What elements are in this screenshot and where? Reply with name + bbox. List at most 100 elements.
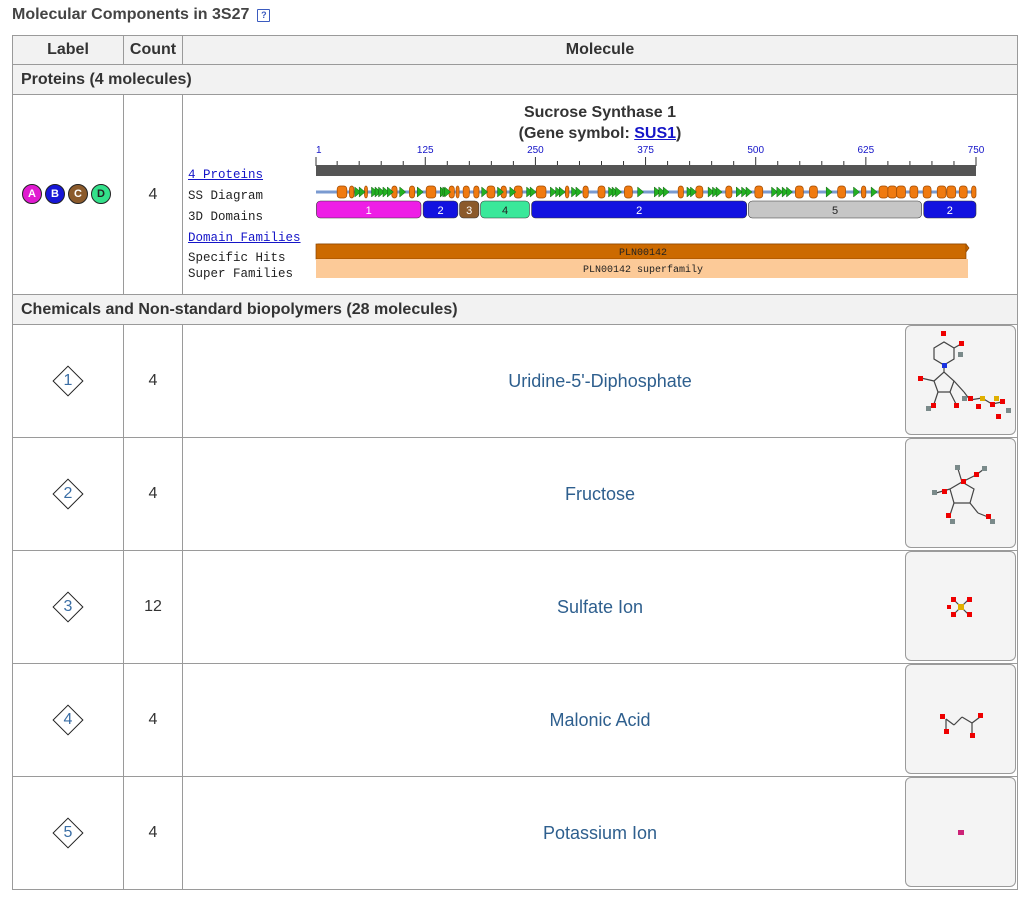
domain-label: 2	[947, 205, 953, 217]
ss-strand	[509, 186, 517, 198]
chemical-row[interactable]: 2 4 Fructose	[12, 437, 1018, 551]
ss-strand	[771, 186, 778, 198]
ss-strand	[715, 186, 723, 198]
ss-strand	[558, 186, 566, 198]
domain-label: 5	[832, 205, 838, 217]
ss-strand	[825, 186, 833, 198]
chain-badge-c[interactable]: C	[68, 184, 88, 204]
ss-strand	[637, 186, 645, 198]
domain-families-link[interactable]: Domain Families	[188, 231, 301, 245]
chemical-name-link[interactable]: Uridine-5'-Diphosphate	[508, 370, 692, 391]
ss-helix	[922, 185, 932, 199]
ss-helix	[409, 185, 416, 199]
ss-strand	[658, 186, 666, 198]
ss-strand	[358, 186, 366, 198]
chemical-structure-thumbnail[interactable]	[905, 664, 1016, 774]
protein-title: Sucrose Synthase 1 (Gene symbol: SUS1)	[183, 102, 1017, 144]
ss-strand	[529, 186, 537, 198]
chemical-row[interactable]: 1 4 Uridine-5'-Diphosphate	[12, 324, 1018, 438]
ss-helix	[725, 185, 733, 199]
ruler-tick-label: 625	[858, 145, 875, 156]
domain-label: 2	[437, 205, 443, 217]
chemical-structure-thumbnail[interactable]	[905, 438, 1016, 548]
protein-name: Sucrose Synthase 1	[523, 104, 677, 121]
chemical-count: 12	[123, 550, 183, 664]
ss-helix	[909, 185, 919, 199]
ss-strand	[690, 186, 697, 198]
chemical-structure-thumbnail[interactable]	[905, 325, 1016, 435]
domain-1-bar	[316, 200, 422, 219]
chemical-label-diamond: 1	[51, 364, 85, 398]
ruler-tick-label: 375	[637, 145, 654, 156]
chemical-name-link[interactable]: Potassium Ion	[542, 822, 658, 843]
ss-strand	[417, 186, 424, 198]
ss-helix	[878, 185, 889, 199]
chain-badge-d[interactable]: D	[91, 184, 111, 204]
ss-helix	[349, 185, 355, 199]
ss-strand	[550, 186, 557, 198]
chain-badge-a[interactable]: A	[22, 184, 42, 204]
chemical-label-diamond: 5	[51, 816, 85, 850]
protein-molecule-cell: Sucrose Synthase 1 (Gene symbol: SUS1) 4…	[182, 94, 1018, 295]
page-title: Molecular Components in 3S27?	[12, 6, 271, 24]
ss-strand	[555, 186, 563, 198]
ss-strand	[712, 186, 719, 198]
domain-7-bar	[923, 200, 977, 219]
protein-feature-viewer[interactable]: 1 125 250 375 500 625 750 1 2 3 4 2 5 2 PLN00142 PLN001…	[313, 145, 988, 285]
ss-strand	[382, 186, 390, 198]
count-column-header: Count	[123, 35, 183, 65]
chemical-count: 4	[123, 663, 183, 777]
ss-strand	[707, 186, 715, 198]
ss-helix	[887, 185, 898, 199]
protein-count: 4	[123, 94, 183, 295]
domain-6-bar	[748, 200, 922, 219]
help-icon[interactable]: ?	[257, 9, 271, 22]
ss-helix	[861, 185, 867, 199]
ss-strand	[371, 186, 378, 198]
ruler-tick-label: 500	[747, 145, 764, 156]
super-family-label: PLN00142 superfamily	[583, 264, 703, 276]
chemical-count: 4	[123, 776, 183, 890]
ss-strand	[444, 186, 452, 198]
chemical-name-link[interactable]: Sulfate Ion	[556, 596, 644, 617]
chemical-label-diamond: 4	[51, 703, 85, 737]
chemical-structure-thumbnail[interactable]	[905, 777, 1016, 887]
ss-helix	[336, 185, 348, 199]
chain-badge-b[interactable]: B	[45, 184, 65, 204]
ss-helix	[535, 185, 547, 199]
chemical-name-link[interactable]: Fructose	[564, 483, 636, 504]
ss-helix	[582, 185, 589, 199]
domain-2-bar	[422, 200, 459, 219]
domain-4-bar	[480, 200, 530, 219]
ss-diagram-label: SS Diagram	[188, 189, 264, 203]
ss-helix	[837, 185, 846, 199]
ss-strand	[387, 186, 394, 198]
ss-helix	[565, 185, 570, 199]
label-column-header: Label	[12, 35, 124, 65]
ss-strand	[741, 186, 748, 198]
ss-strand	[870, 186, 878, 198]
chemical-structure-thumbnail[interactable]	[905, 551, 1016, 661]
chemical-name-link[interactable]: Malonic Acid	[549, 709, 651, 730]
ss-helix	[946, 185, 957, 199]
ss-helix	[462, 185, 470, 199]
chemical-row[interactable]: 4 4 Malonic Acid	[12, 663, 1018, 777]
ss-strand	[526, 186, 533, 198]
ss-strand	[776, 186, 784, 198]
ss-strand	[354, 186, 362, 198]
ss-strand	[615, 186, 622, 198]
ss-helix	[677, 185, 684, 199]
molecule-column-header: Molecule	[182, 35, 1018, 65]
ruler-tick-label: 250	[527, 145, 544, 156]
chemicals-section-header: Chemicals and Non-standard biopolymers (…	[12, 294, 1018, 325]
proteins-link[interactable]: 4 Proteins	[188, 168, 264, 182]
ss-helix	[795, 185, 804, 199]
ss-helix	[754, 185, 764, 199]
chemical-row[interactable]: 3 12 Sulfate Ion	[12, 550, 1018, 664]
ss-strand	[571, 186, 578, 198]
ss-helix	[896, 185, 906, 199]
ss-strand	[662, 186, 670, 198]
chemical-row[interactable]: 5 4 Potassium Ion	[12, 776, 1018, 890]
ss-strand	[481, 186, 489, 198]
gene-symbol-link[interactable]: SUS1	[634, 125, 677, 142]
